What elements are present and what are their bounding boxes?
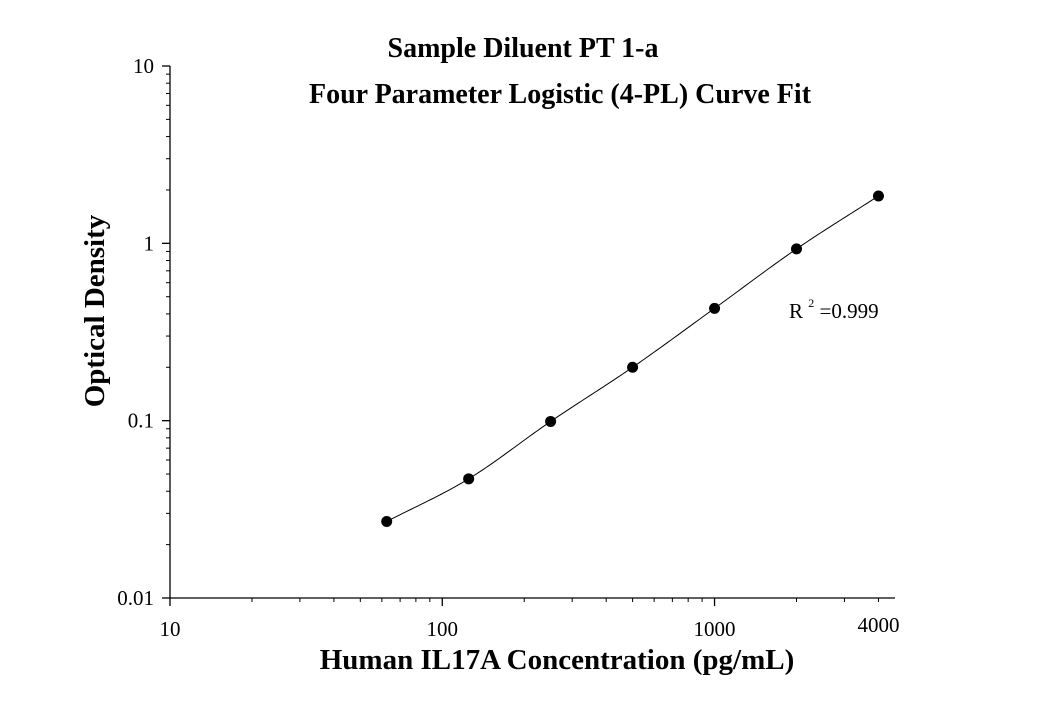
- data-point: [709, 302, 721, 314]
- y-tick-label: 0.01: [117, 586, 154, 610]
- x-axis-ticks: [169, 598, 879, 606]
- x-tick-label: 100: [427, 617, 459, 641]
- chart-subtitle: Four Parameter Logistic (4-PL) Curve Fit: [309, 79, 812, 110]
- y-axis-ticks: [162, 65, 170, 599]
- data-point: [381, 516, 393, 528]
- y-axis-tick-labels: 0.01 0.1 1 10: [117, 54, 154, 610]
- y-tick-label: 1: [144, 231, 155, 255]
- fit-curve-line: [386, 195, 879, 522]
- data-point: [872, 190, 884, 202]
- x-tick-label: 4000: [857, 613, 899, 637]
- r-squared-annotation: R 2 =0.999: [789, 288, 879, 323]
- y-axis-label: Optical Density: [79, 214, 111, 407]
- data-point: [463, 473, 475, 485]
- x-axis-tick-labels: 10 100 1000 4000: [160, 613, 900, 641]
- data-points: [381, 190, 884, 528]
- data-point: [791, 243, 803, 255]
- data-point: [545, 415, 557, 427]
- data-point: [627, 361, 639, 373]
- y-tick-label: 0.1: [128, 409, 154, 433]
- x-tick-label: 1000: [694, 617, 736, 641]
- x-tick-label: 10: [160, 617, 181, 641]
- r-squared-value: =0.999: [820, 299, 879, 323]
- chart-title: Sample Diluent PT 1-a: [388, 33, 659, 64]
- r-squared-base: R: [789, 299, 803, 323]
- y-tick-label: 10: [133, 54, 154, 78]
- r-squared-superscript: 2: [808, 296, 814, 310]
- x-axis-label: Human IL17A Concentration (pg/mL): [320, 644, 795, 676]
